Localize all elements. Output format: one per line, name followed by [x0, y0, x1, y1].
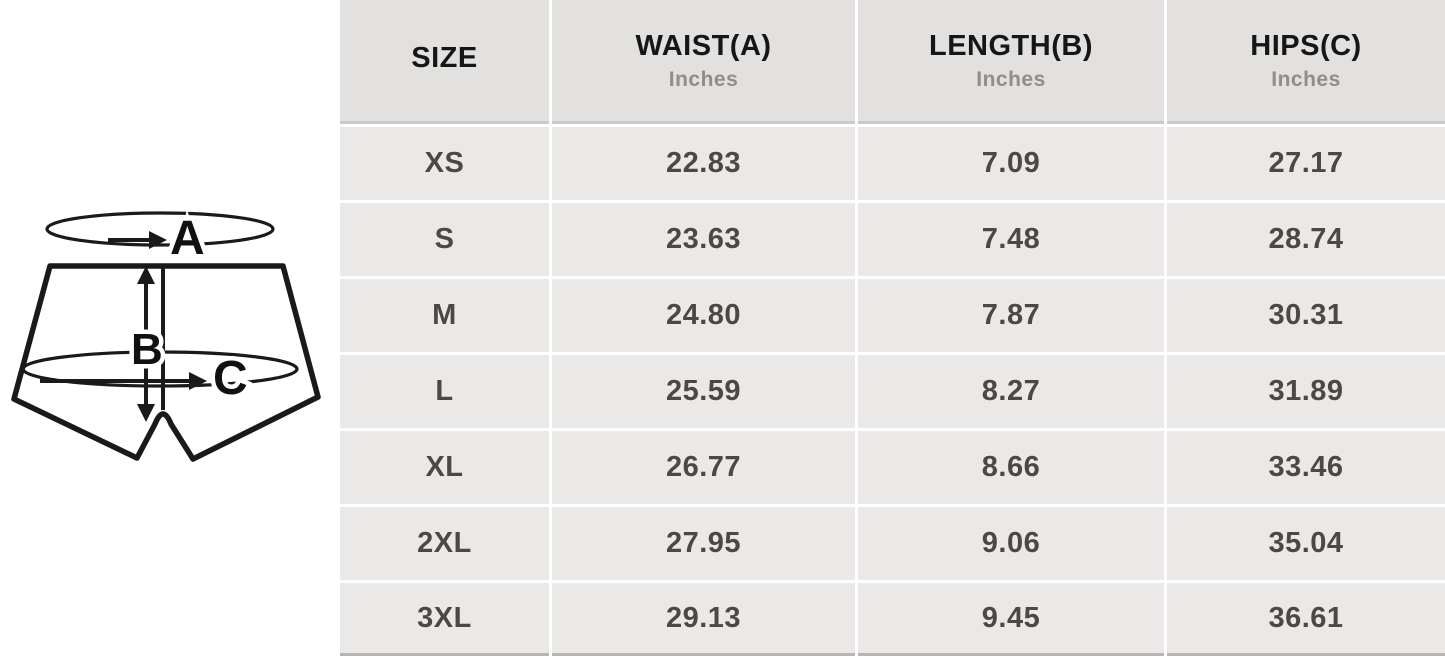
- waist-cell: 29.13: [552, 583, 855, 656]
- shorts-measurement-diagram: A B C: [0, 0, 340, 656]
- hips-ellipse: [21, 350, 299, 388]
- hips-cell: 28.74: [1167, 203, 1445, 276]
- column-header-unit: Inches: [1271, 67, 1341, 91]
- size-cell: M: [340, 279, 549, 352]
- waist-ellipse: [45, 211, 275, 247]
- column-header-label: HIPS(C): [1250, 29, 1362, 62]
- waist-cell: 25.59: [552, 355, 855, 428]
- waist-cell: 24.80: [552, 279, 855, 352]
- column-header-label: SIZE: [411, 41, 478, 74]
- size-cell: L: [340, 355, 549, 428]
- waist-cell: 23.63: [552, 203, 855, 276]
- hips-cell: 27.17: [1167, 127, 1445, 200]
- hips-cell: 35.04: [1167, 507, 1445, 580]
- hips-cell: 30.31: [1167, 279, 1445, 352]
- hips-label: C: [213, 352, 248, 405]
- size-cell: S: [340, 203, 549, 276]
- column-header-unit: Inches: [976, 67, 1046, 91]
- hips-arrowhead-icon: [189, 372, 207, 390]
- length-cell: 7.48: [858, 203, 1164, 276]
- length-cell: 7.09: [858, 127, 1164, 200]
- size-table: SIZE WAIST(A) Inches LENGTH(B) Inches HI…: [340, 0, 1445, 656]
- column-header-label: WAIST(A): [635, 29, 772, 62]
- length-arrowhead-down-icon: [137, 404, 155, 422]
- column-header-size: SIZE: [340, 0, 549, 124]
- length-cell: 9.06: [858, 507, 1164, 580]
- size-cell: 2XL: [340, 507, 549, 580]
- length-cell: 8.27: [858, 355, 1164, 428]
- hips-cell: 33.46: [1167, 431, 1445, 504]
- shorts-outline: [11, 263, 321, 462]
- hips-cell: 36.61: [1167, 583, 1445, 656]
- column-header-label: LENGTH(B): [929, 29, 1093, 62]
- column-header-hips: HIPS(C) Inches: [1167, 0, 1445, 124]
- length-cell: 7.87: [858, 279, 1164, 352]
- shorts-diagram-svg: A B C: [11, 208, 321, 462]
- length-cell: 8.66: [858, 431, 1164, 504]
- size-cell: XL: [340, 431, 549, 504]
- size-cell: 3XL: [340, 583, 549, 656]
- hips-cell: 31.89: [1167, 355, 1445, 428]
- waist-cell: 22.83: [552, 127, 855, 200]
- waist-cell: 26.77: [552, 431, 855, 504]
- length-label: B: [131, 325, 163, 374]
- length-cell: 9.45: [858, 583, 1164, 656]
- waist-arrowhead-icon: [149, 231, 167, 249]
- column-header-length: LENGTH(B) Inches: [858, 0, 1164, 124]
- size-cell: XS: [340, 127, 549, 200]
- waist-label: A: [170, 212, 205, 265]
- waist-cell: 27.95: [552, 507, 855, 580]
- column-header-unit: Inches: [668, 67, 739, 91]
- column-header-waist: WAIST(A) Inches: [552, 0, 855, 124]
- length-arrowhead-up-icon: [137, 266, 155, 284]
